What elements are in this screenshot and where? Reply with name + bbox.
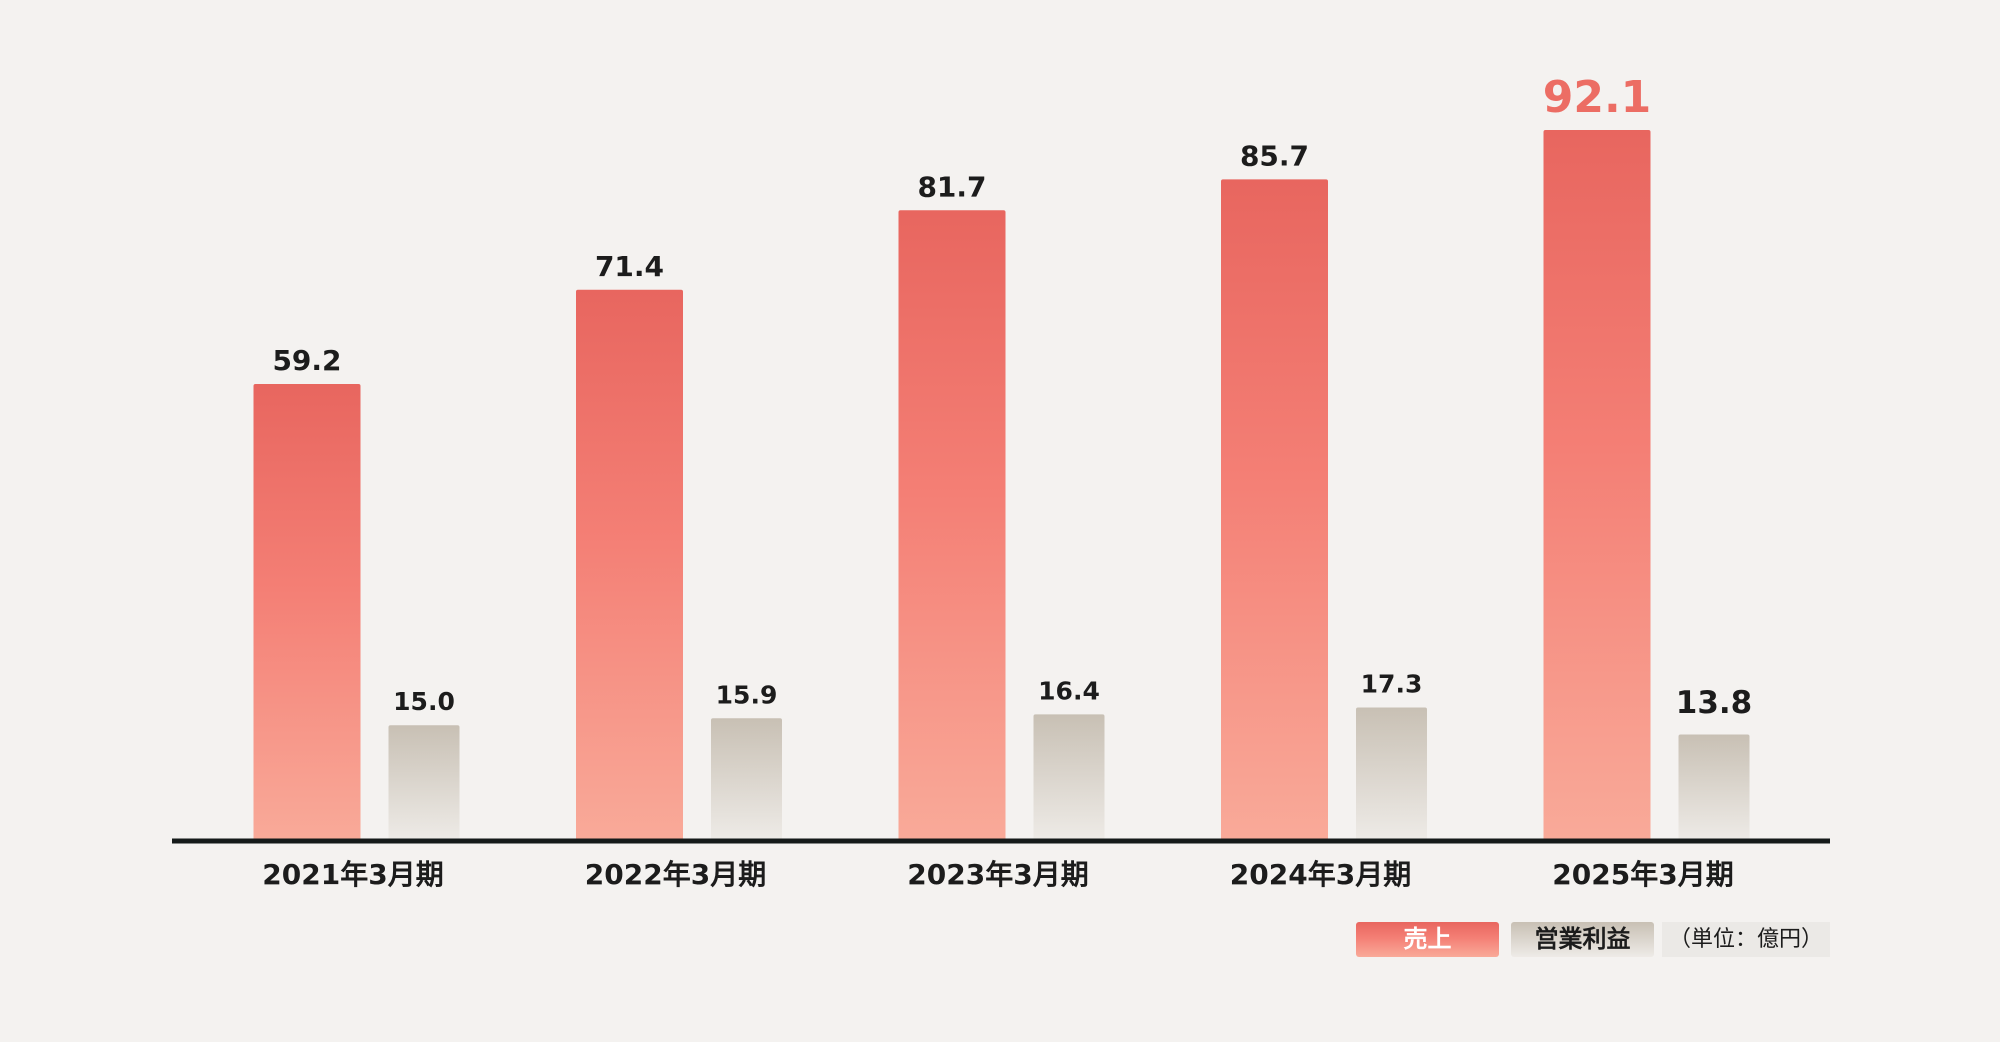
x-tick-label: 2025年3月期 [1552, 858, 1733, 891]
legend-label: 営業利益 [1535, 925, 1631, 953]
x-tick-label: 2021年3月期 [262, 858, 443, 891]
x-tick-label: 2022年3月期 [585, 858, 766, 891]
value-label: 81.7 [917, 170, 986, 203]
value-label: 16.4 [1038, 676, 1100, 705]
bar [388, 725, 460, 841]
legend-label: 売上 [1404, 925, 1452, 953]
x-tick-label: 2023年3月期 [907, 858, 1088, 891]
bar [711, 718, 782, 841]
value-label: 71.4 [595, 250, 664, 283]
value-label: 15.9 [716, 680, 778, 709]
value-label: 13.8 [1676, 685, 1753, 721]
value-label: 59.2 [272, 344, 341, 377]
bar [253, 383, 361, 841]
value-label: 17.3 [1361, 669, 1423, 698]
legend-swatch [1511, 922, 1654, 957]
bar [1543, 129, 1651, 841]
bar [576, 289, 683, 841]
unit-note-bg [1662, 922, 1830, 957]
bar [1221, 179, 1328, 841]
unit-note: （単位：億円） [1669, 927, 1823, 952]
x-tick-label: 2024年3月期 [1230, 858, 1411, 891]
bar [1678, 734, 1750, 841]
bar [1033, 714, 1105, 841]
bar [898, 210, 1006, 841]
legend-swatch [1356, 922, 1499, 957]
value-label: 15.0 [393, 687, 455, 716]
bar [1356, 707, 1427, 841]
value-label: 85.7 [1240, 139, 1309, 172]
value-label: 92.1 [1543, 72, 1652, 123]
